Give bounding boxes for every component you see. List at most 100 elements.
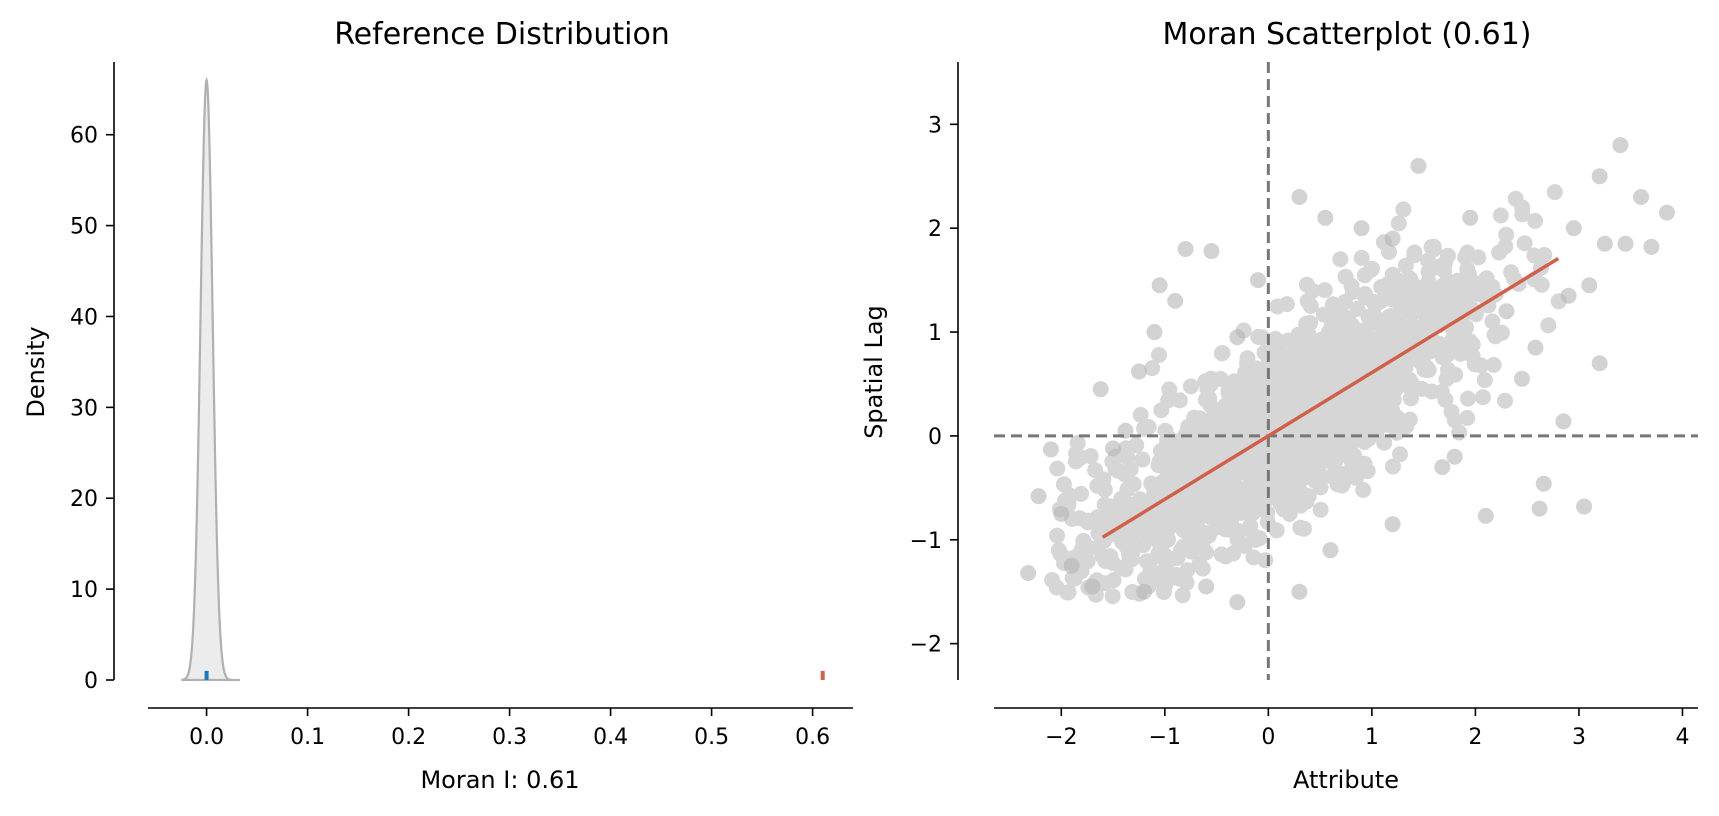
- scatter-point: [1053, 505, 1070, 522]
- scatter-point: [1084, 578, 1101, 595]
- scatter-y-tick-label: 1: [928, 321, 942, 346]
- fit-line-layer: [1101, 257, 1560, 539]
- scatter-point: [1643, 238, 1660, 255]
- scatter-point: [1151, 277, 1168, 294]
- scatter-cloud: [1044, 184, 1567, 605]
- scatter-point: [1591, 168, 1608, 185]
- scatter-point: [1498, 303, 1515, 320]
- ref-x-tick-label: 0.3: [492, 725, 527, 750]
- ref-x-ticks: 0.0 0.1 0.2 0.3 0.4 0.5 0.6: [189, 708, 830, 750]
- scatter-point: [1633, 189, 1650, 206]
- ref-dist-title: Reference Distribution: [334, 17, 670, 52]
- scatter-y-tick-label: −1: [910, 529, 942, 554]
- ref-x-tick-label: 0.4: [593, 725, 628, 750]
- scatter-point: [1291, 189, 1308, 206]
- scatter-point: [1555, 413, 1572, 430]
- scatter-point: [1229, 329, 1246, 346]
- ref-y-tick-label: 60: [70, 124, 98, 149]
- scatter-point: [1658, 204, 1675, 221]
- scatter-point: [1514, 370, 1530, 387]
- scatter-x-tick-label: 4: [1675, 725, 1689, 750]
- ref-y-ticks: 0 10 20 30 40 50 60: [70, 124, 114, 694]
- scatter-point: [1291, 583, 1308, 600]
- moran-scatterplot-chart: Moran Scatterplot (0.61) −2 −1 0 1 2 3 4 −2 −1 0…: [860, 17, 1698, 794]
- ref-y-tick-label: 0: [84, 669, 98, 694]
- scatter-y-tick-label: −2: [910, 633, 942, 658]
- scatter-point: [1531, 500, 1548, 517]
- scatter-y-ticks: −2 −1 0 1 2 3: [910, 113, 958, 658]
- scatter-point: [1229, 594, 1246, 611]
- scatter-point: [1020, 565, 1037, 582]
- scatter-point: [1092, 381, 1109, 398]
- ref-x-tick-label: 0.0: [189, 725, 224, 750]
- scatter-y-axis-label: Spatial Lag: [860, 305, 888, 439]
- scatter-point: [1063, 557, 1080, 574]
- scatter-point: [1535, 475, 1552, 492]
- ref-x-tick-label: 0.5: [694, 725, 729, 750]
- ref-x-tick-label: 0.2: [391, 725, 426, 750]
- scatter-point: [1410, 157, 1427, 174]
- ref-x-tick-label: 0.6: [795, 725, 830, 750]
- density-curve: [181, 76, 240, 682]
- scatter-y-tick-label: 3: [928, 113, 942, 138]
- scatter-point: [1322, 542, 1339, 559]
- scatter-title: Moran Scatterplot (0.61): [1163, 17, 1532, 52]
- scatter-point: [1565, 220, 1582, 237]
- scatter-point: [1146, 324, 1163, 341]
- scatter-point: [1384, 230, 1401, 247]
- scatter-point: [1446, 448, 1463, 465]
- ref-y-tick-label: 10: [70, 578, 98, 603]
- scatter-x-tick-label: 3: [1572, 725, 1586, 750]
- observed-i-marker: [820, 670, 825, 680]
- scatter-point: [1250, 272, 1266, 289]
- scatter-point: [1030, 488, 1047, 505]
- scatter-point: [1576, 498, 1593, 515]
- scatter-y-tick-label: 0: [928, 425, 942, 450]
- scatter-point: [1527, 339, 1544, 356]
- scatter-point: [1560, 287, 1577, 304]
- scatter-point: [1130, 363, 1147, 380]
- expected-i-marker: [204, 670, 209, 680]
- scatter-point: [1177, 240, 1194, 257]
- scatter-point: [1612, 137, 1629, 154]
- scatter-x-tick-label: 1: [1365, 725, 1379, 750]
- scatter-x-tick-label: 2: [1468, 725, 1482, 750]
- ref-y-tick-label: 30: [70, 396, 98, 421]
- scatter-y-tick-label: 2: [928, 217, 942, 242]
- scatter-x-axis-label: Attribute: [1293, 766, 1399, 794]
- scatter-point: [1384, 516, 1401, 533]
- reference-lines: [994, 62, 1698, 680]
- scatter-point: [1105, 440, 1122, 457]
- scatter-point: [1042, 441, 1059, 458]
- scatter-point: [1581, 277, 1598, 294]
- scatter-x-ticks: −2 −1 0 1 2 3 4: [1045, 708, 1689, 750]
- scatter-point: [1198, 578, 1215, 595]
- regression-fit-line: [1101, 257, 1560, 539]
- scatter-point: [1462, 209, 1479, 226]
- ref-x-tick-label: 0.1: [290, 725, 325, 750]
- scatter-point-cloud: [1044, 184, 1567, 605]
- ref-y-tick-label: 20: [70, 487, 98, 512]
- scatter-point: [1591, 355, 1608, 372]
- scatter-point: [1596, 235, 1613, 252]
- marker-layer: [204, 670, 825, 680]
- scatter-x-tick-label: −1: [1149, 725, 1181, 750]
- scatter-x-tick-label: 0: [1261, 725, 1275, 750]
- scatter-point: [1317, 209, 1334, 226]
- ref-y-tick-label: 40: [70, 305, 98, 330]
- scatter-point: [1477, 507, 1494, 524]
- scatter-point: [1353, 220, 1370, 237]
- scatter-point: [1617, 235, 1634, 252]
- scatter-point: [1203, 243, 1220, 260]
- ref-y-axis-label: Density: [22, 326, 50, 417]
- scatter-point: [1434, 459, 1451, 476]
- scatter-point: [1167, 292, 1184, 309]
- ref-y-tick-label: 50: [70, 215, 98, 240]
- scatter-x-tick-label: −2: [1045, 725, 1077, 750]
- density-layer: [181, 76, 240, 682]
- scatter-point: [1136, 583, 1153, 600]
- ref-x-axis-label: Moran I: 0.61: [420, 766, 579, 794]
- scatter-points: [1020, 137, 1675, 611]
- reference-distribution-chart: Reference Distribution 0.0 0.1 0.2 0.3 0.4 0.…: [22, 17, 853, 794]
